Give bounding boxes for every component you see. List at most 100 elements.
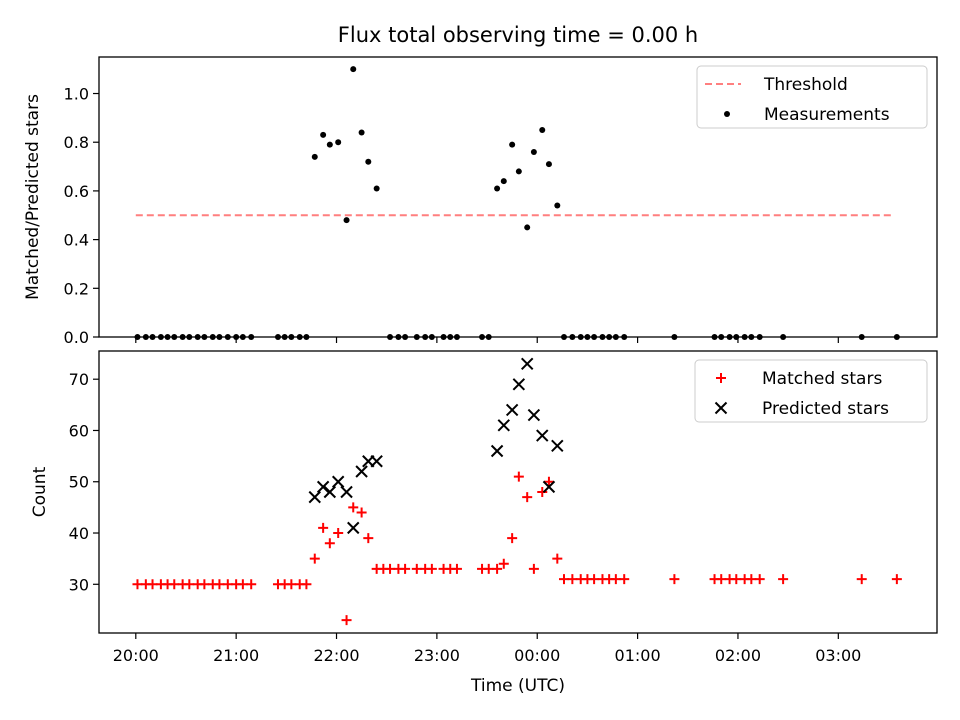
predicted-star-point [520,357,534,371]
measurement-point [545,161,552,168]
matched-star-point [507,533,518,544]
matched-star-point [610,574,621,585]
measurement-point [500,178,507,185]
measurement-point [373,185,380,192]
matched-star-point [426,563,437,574]
matched-star-point [528,563,539,574]
measurement-point [311,153,318,160]
predicted-star-point [536,429,549,442]
matched-star-point [543,476,554,487]
predicted-star-point [497,419,510,432]
matched-star-point [483,563,494,574]
matched-star-point [246,579,257,590]
matched-star-point [451,563,462,574]
matched-star-point [522,492,533,503]
top-chart-ratio: 0.0 0.2 0.4 0.6 0.8 1.0 Matched/Predicted sta… [23,56,938,347]
bottom-y-axis-label: Count [30,466,50,517]
bottom-x-tick-label: 01:00 [615,646,661,665]
measurement-point [524,224,531,231]
matched-star-point [199,579,210,590]
measurement-point [530,148,537,155]
predicted-star-point [505,403,519,417]
matched-star-point [169,579,180,590]
predicted-star-point [340,485,353,499]
measurement-point [320,131,327,138]
top-y-tick-label: 0.4 [64,231,89,250]
measurement-point [494,185,501,192]
measurement-point [358,129,365,136]
matched-star-point [856,574,867,585]
legend-predicted-swatch [714,401,728,415]
top-y-tick-label: 0.6 [64,182,89,201]
measurement-point [365,158,372,165]
top-y-tick-label: 0.8 [64,133,89,152]
measurement-point [335,139,342,146]
matched-star-point [184,579,195,590]
matched-star-point [891,574,902,585]
bottom-y-tick-label: 50 [69,473,89,492]
predicted-star-point [370,455,383,468]
legend-matched-swatch [716,373,726,383]
measurement-point [509,141,516,148]
measurement-point [326,141,333,148]
predicted-star-point [542,480,556,494]
matched-star-point [498,558,509,569]
measurement-point [343,217,350,224]
bottom-x-tick-label: 02:00 [715,646,761,665]
predicted-star-point [323,485,337,499]
bottom-legend: Matched stars Predicted stars [694,359,928,423]
bottom-legend-label: Matched stars [762,369,882,389]
matched-star-point [132,579,143,590]
bottom-legend-box [694,359,928,423]
matched-star-point [385,563,396,574]
matched-star-point [309,553,320,564]
matched-star-point [341,615,352,626]
predicted-star-point [355,465,368,478]
predicted-star-point [308,490,321,504]
matched-star-point [558,574,569,585]
matched-star-point [552,553,563,564]
top-y-tick-label: 0.2 [64,279,89,298]
matched-star-point [318,522,329,533]
top-legend-box [696,65,928,129]
top-legend-label: Threshold [763,75,848,95]
x-axis-label: Time (UTC) [470,676,565,696]
bottom-x-tick-label: 00:00 [514,646,560,665]
measurement-point [539,127,546,134]
matched-star-point [356,507,367,518]
matched-star-point [324,538,335,549]
bottom-x-tick-label: 20:00 [113,646,159,665]
matched-star-point [619,574,630,585]
measurement-point [515,168,522,175]
matched-star-point [147,579,158,590]
matched-star-point [669,574,680,585]
matched-star-point [301,579,312,590]
matched-star-point [411,563,422,574]
bottom-y-tick-label: 60 [69,421,89,440]
predicted-star-point [331,475,345,488]
matched-star-point [754,574,765,585]
bottom-y-tick-label: 70 [69,370,89,389]
matched-star-point [222,579,233,590]
top-plot-frame [98,56,938,338]
bottom-y-tick-label: 40 [69,524,89,543]
bottom-legend-label: Predicted stars [762,399,889,419]
matched-star-point [537,487,548,497]
top-legend: Threshold Measurements [696,65,928,129]
matched-star-point [492,563,503,574]
matched-star-point [348,502,359,513]
top-y-tick-label: 0.0 [64,328,89,347]
predicted-star-point [316,480,330,494]
matched-star-point [778,574,789,585]
matched-star-point [214,579,225,590]
predicted-star-point [551,439,564,453]
matched-star-point [716,574,727,585]
predicted-star-point [527,408,541,422]
matched-star-point [567,574,578,585]
top-y-tick-label: 1.0 [64,85,89,104]
bottom-chart-counts: 30 40 50 60 70 20:00 21:00 22:00 23:00 00:00 01:00… [30,350,938,696]
top-legend-label: Measurements [764,105,890,125]
figure-title: Flux total observing time = 0.00 h [338,23,698,47]
bottom-x-tick-label: 22:00 [313,646,359,665]
